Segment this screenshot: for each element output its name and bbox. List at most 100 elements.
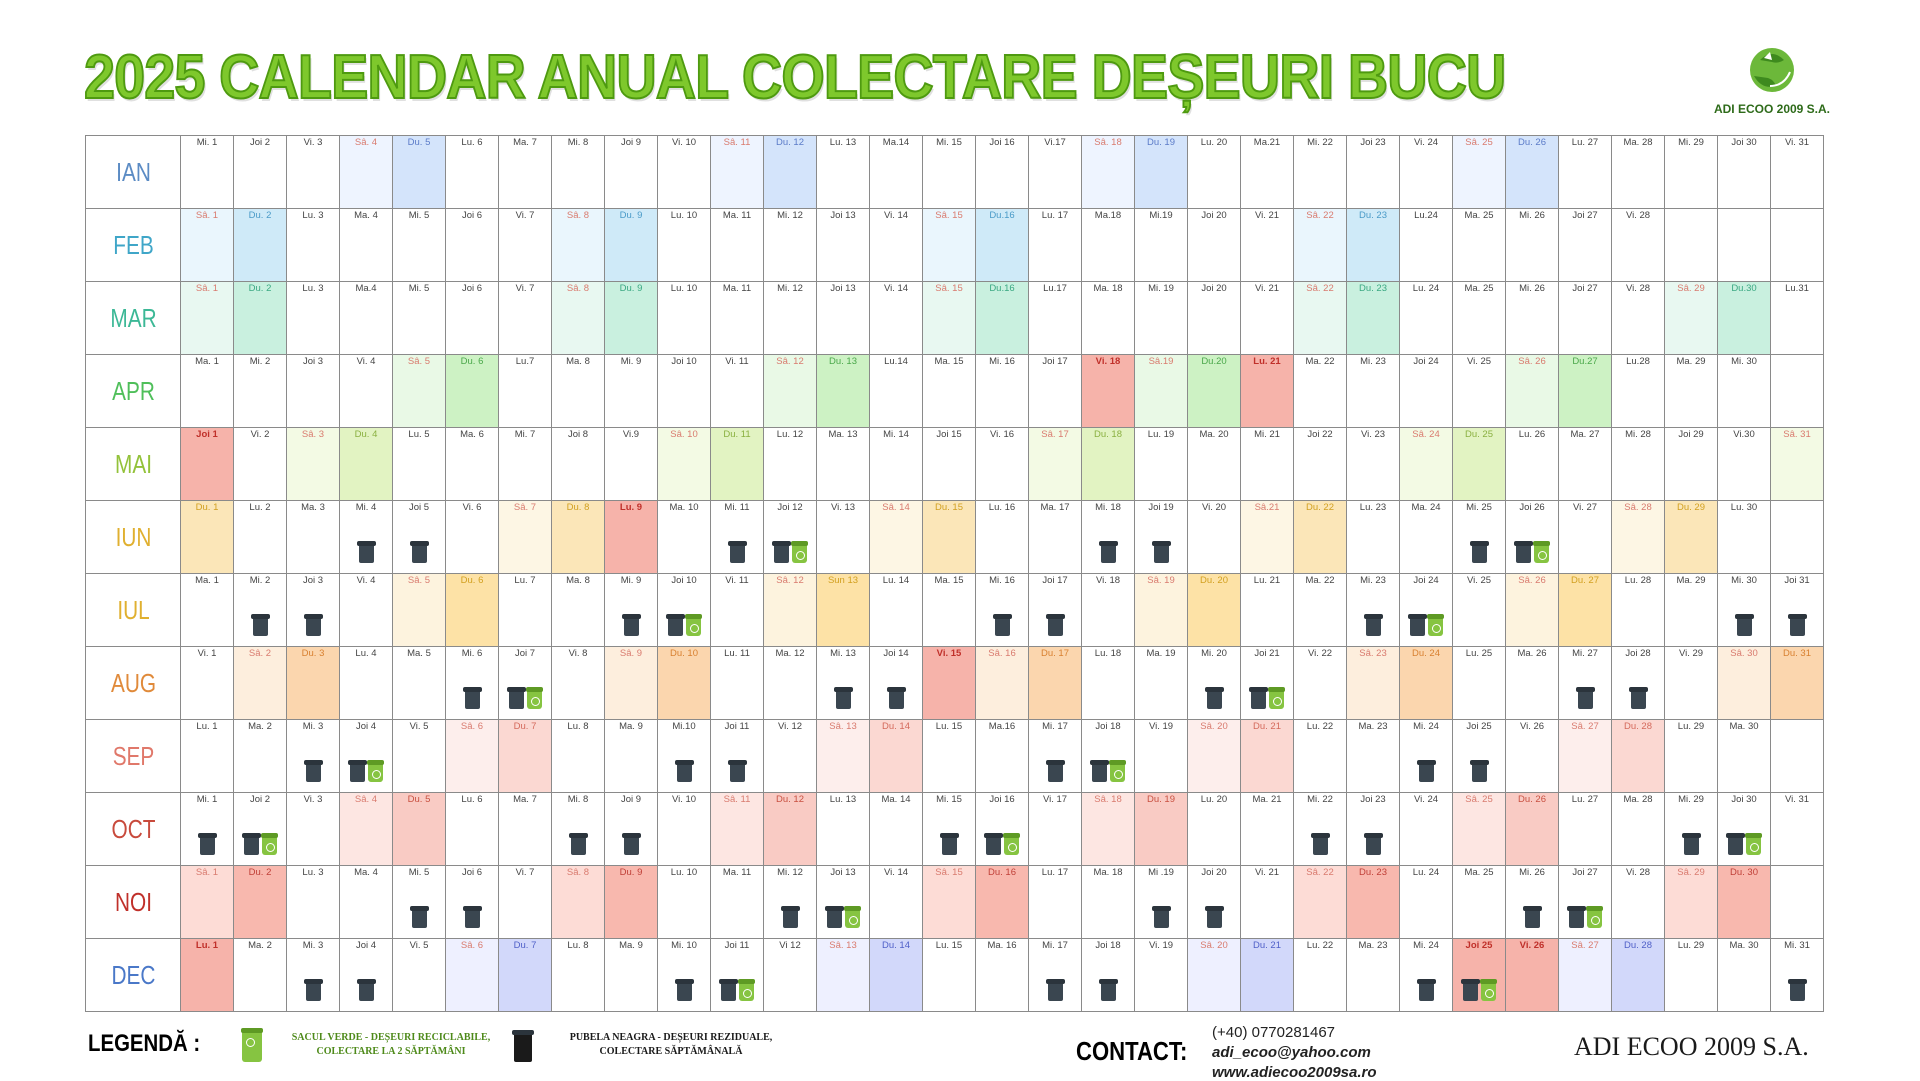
day-label: Vi. 28 (1625, 867, 1651, 878)
day-label: Vi. 27 (1572, 502, 1598, 513)
day-cell: Vi. 4 (339, 573, 393, 647)
day-label: Sâ. 4 (354, 137, 378, 148)
day-label: Sâ.21 (1254, 502, 1280, 513)
day-label: Vi. 14 (883, 283, 909, 294)
day-cell: Mi. 3 (286, 938, 340, 1012)
collection-icons (1347, 614, 1399, 636)
day-cell: Joi 13 (816, 865, 870, 939)
black-bin-icon (462, 687, 482, 709)
collection-icons (976, 614, 1028, 636)
day-cell: Du. 12 (763, 792, 817, 866)
day-label: Lu. 23 (1359, 502, 1387, 513)
day-cell: Lu. 24 (1399, 281, 1453, 355)
black-bin-icon (1734, 614, 1754, 636)
collection-icons (1453, 541, 1505, 563)
day-label: Lu. 10 (670, 867, 698, 878)
day-cell: Lu. 21 (1240, 354, 1294, 428)
black-bin-icon (1407, 614, 1427, 636)
month-label: IUL (94, 573, 172, 647)
day-cell: Joi 18 (1081, 938, 1135, 1012)
day-label: Du. 11 (723, 429, 751, 440)
day-label: Mi. 17 (1042, 721, 1068, 732)
contact-website[interactable]: www.adiecoo2009sa.ro (1212, 1064, 1377, 1081)
collection-icons (1453, 760, 1505, 782)
day-label: Ma. 25 (1464, 283, 1494, 294)
day-cell: Lu.17 (1028, 281, 1082, 355)
day-cell: Ma. 11 (710, 281, 764, 355)
collection-icons (1400, 614, 1452, 636)
day-cell: Mi. 26 (1505, 281, 1559, 355)
day-cell: Mi. 15 (922, 792, 976, 866)
day-label: Mi. 8 (567, 794, 589, 805)
day-label: Lu. 8 (567, 721, 589, 732)
collection-icons (1718, 833, 1770, 855)
day-label: Joi 10 (671, 575, 697, 586)
day-cell: Joi 10 (657, 573, 711, 647)
day-cell: Joi 26 (1505, 500, 1559, 574)
day-label: Joi 8 (567, 429, 589, 440)
day-label: Mi. 31 (1784, 940, 1810, 951)
day-label: Joi 30 (1731, 794, 1757, 805)
day-label: Du. 28 (1624, 721, 1652, 732)
day-cell: Ma. 7 (498, 792, 552, 866)
day-label: Lu. 3 (302, 210, 324, 221)
day-label: Vi.17 (1044, 137, 1066, 148)
day-cell: Sâ. 14 (869, 500, 923, 574)
day-cell: Sâ. 6 (445, 938, 499, 1012)
day-cell: Sâ. 15 (922, 865, 976, 939)
day-cell: Vi. 18 (1081, 354, 1135, 428)
green-bag-icon (241, 1028, 263, 1062)
day-cell: Lu. 17 (1028, 865, 1082, 939)
day-label: Vi. 4 (356, 575, 376, 586)
day-cell: Sâ. 15 (922, 281, 976, 355)
day-cell: Sâ. 26 (1505, 354, 1559, 428)
day-label: Du. 16 (988, 867, 1016, 878)
day-cell: Joi 3 (286, 354, 340, 428)
page-title: 2025 CALENDAR ANUAL COLECTARE DEȘEURI BU… (83, 42, 1507, 113)
contact-email[interactable]: adi_ecoo@yahoo.com (1212, 1044, 1371, 1061)
day-label: Mi. 16 (989, 575, 1015, 586)
collection-icons (1241, 687, 1293, 709)
day-label: Vi. 13 (830, 502, 856, 513)
day-cell: Mi. 4 (339, 500, 393, 574)
day-cell: Mi. 24 (1399, 938, 1453, 1012)
day-cell: Mi. 24 (1399, 719, 1453, 793)
day-label: Du. 28 (1624, 940, 1652, 951)
day-label: Lu. 29 (1677, 940, 1705, 951)
day-cell: Du.20 (1187, 354, 1241, 428)
day-cell: Lu. 10 (657, 865, 711, 939)
day-label: Sâ. 20 (1200, 721, 1228, 732)
collection-icons (1347, 833, 1399, 855)
day-label: Du. 17 (1041, 648, 1069, 659)
day-cell: Sâ. 11 (710, 792, 764, 866)
day-label: Sâ. 27 (1571, 940, 1599, 951)
day-label: Sâ. 26 (1518, 356, 1546, 367)
day-cell: Du. 27 (1558, 573, 1612, 647)
day-cell (1770, 208, 1824, 282)
collection-icons (1665, 833, 1717, 855)
day-label: Mi. 1 (196, 794, 218, 805)
day-cell: Mi. 7 (498, 427, 552, 501)
day-label: Vi. 2 (250, 429, 270, 440)
day-cell: Sâ. 22 (1293, 865, 1347, 939)
day-cell: Du. 1 (180, 500, 234, 574)
day-label: Mi. 9 (620, 356, 642, 367)
day-label: Lu. 14 (882, 575, 910, 586)
collection-icons (711, 760, 763, 782)
day-cell: Mi. 5 (392, 208, 446, 282)
day-cell: Du. 7 (498, 938, 552, 1012)
black-bin-icon (1522, 906, 1542, 928)
day-label: Ma. 28 (1623, 794, 1653, 805)
day-label: Joi 16 (989, 137, 1015, 148)
day-label: Joi 6 (461, 210, 483, 221)
day-label: Vi. 18 (1095, 356, 1121, 367)
day-label: Joi 25 (1465, 940, 1493, 951)
day-label: Vi. 25 (1466, 356, 1492, 367)
day-cell: Du. 9 (604, 208, 658, 282)
day-cell: Du. 10 (657, 646, 711, 720)
day-label: Ma. 2 (248, 721, 272, 732)
day-label: Du. 23 (1359, 210, 1387, 221)
day-label: Du. 7 (513, 940, 537, 951)
day-cell: Du.16 (975, 208, 1029, 282)
day-cell: Vi. 29 (1664, 646, 1718, 720)
